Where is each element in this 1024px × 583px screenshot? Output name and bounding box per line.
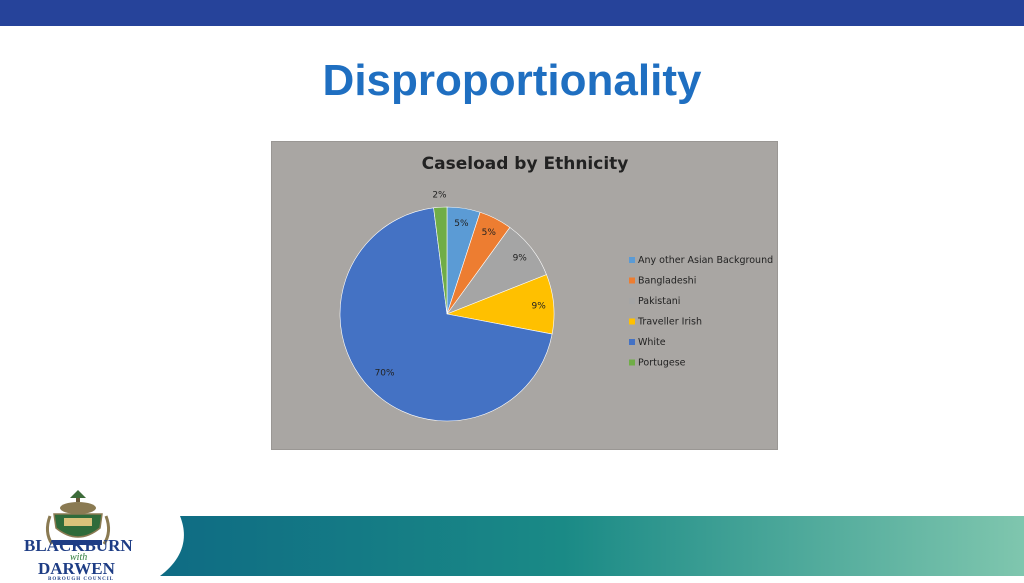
pie-slice-white — [339, 207, 553, 422]
council-logo: BLACKBURN with DARWEN BOROUGH COUNCIL — [24, 537, 144, 583]
legend-entry: Portugese — [638, 358, 686, 369]
logo-line-3: DARWEN — [38, 559, 115, 578]
slice-label: 9% — [531, 301, 546, 311]
legend-swatch — [629, 277, 635, 284]
slice-label: 2% — [432, 190, 447, 200]
legend-entry: Traveller Irish — [637, 317, 702, 328]
chart-title: Caseload by Ethnicity — [422, 154, 629, 174]
pie-chart-svg: Caseload by Ethnicity 5% 5% 9% 9% 70% 2% Any … — [339, 154, 773, 422]
legend-swatch — [629, 298, 635, 304]
logo-line-2: with — [70, 552, 88, 563]
legend-entry: Bangladeshi — [638, 276, 696, 287]
slice-label: 9% — [513, 254, 528, 264]
slice-label: 5% — [454, 219, 469, 229]
legend-swatch — [629, 359, 635, 366]
pie-chart: Caseload by Ethnicity 5% 5% 9% 9% 70% 2% Any … — [271, 141, 778, 450]
legend-swatch — [629, 257, 635, 263]
bottom-band — [0, 516, 1024, 576]
top-bar — [0, 0, 1024, 26]
legend-entry: Pakistani — [638, 296, 680, 307]
slice-label: 70% — [375, 369, 395, 379]
legend-entry: Any other Asian Background — [638, 255, 773, 266]
logo-line-1: BLACKBURN — [24, 536, 133, 555]
slice-label: 5% — [482, 228, 497, 238]
legend-swatch — [629, 318, 635, 325]
chart-legend: Any other Asian Background Bangladeshi Pak… — [629, 255, 773, 369]
council-crest — [45, 490, 111, 545]
pie-slices — [339, 206, 555, 422]
legend-swatch — [629, 339, 635, 345]
pie-slice-portugese — [433, 206, 448, 315]
slide-title: Disproportionality — [322, 56, 702, 105]
logo-line-4: BOROUGH COUNCIL — [48, 577, 114, 582]
slice-labels: 5% 5% 9% 9% 70% 2% — [375, 190, 547, 378]
legend-entry: White — [638, 337, 666, 348]
